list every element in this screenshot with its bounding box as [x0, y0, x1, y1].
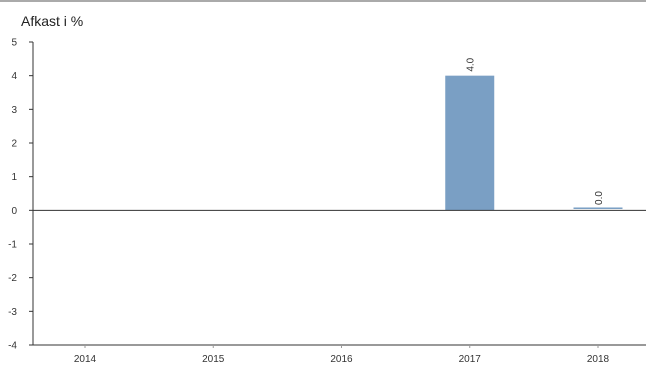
data-label-2017: 4.0 [466, 57, 477, 71]
y-tick-label: -1 [8, 240, 17, 251]
y-tick-label: 0 [11, 206, 17, 217]
y-axis-title: Afkast i % [21, 13, 83, 29]
bar-2017 [445, 75, 495, 211]
y-tick-label: -3 [8, 307, 17, 318]
y-tick-label: 3 [11, 105, 17, 116]
x-tick-label: 2017 [459, 354, 482, 365]
data-label-2018: 0.0 [594, 191, 605, 205]
x-tick-label: 2018 [587, 354, 610, 365]
y-tick-label: -4 [8, 341, 17, 352]
x-tick-label: 2016 [330, 354, 353, 365]
y-tick-label: -2 [8, 273, 17, 284]
y-tick-label: 1 [11, 172, 17, 183]
y-tick-label: 4 [11, 71, 17, 82]
y-tick-label: 2 [11, 139, 17, 150]
x-tick-label: 2015 [202, 354, 225, 365]
x-tick-label: 2014 [74, 354, 97, 365]
bar-2018 [573, 207, 623, 209]
y-tick-label: 5 [11, 38, 17, 49]
